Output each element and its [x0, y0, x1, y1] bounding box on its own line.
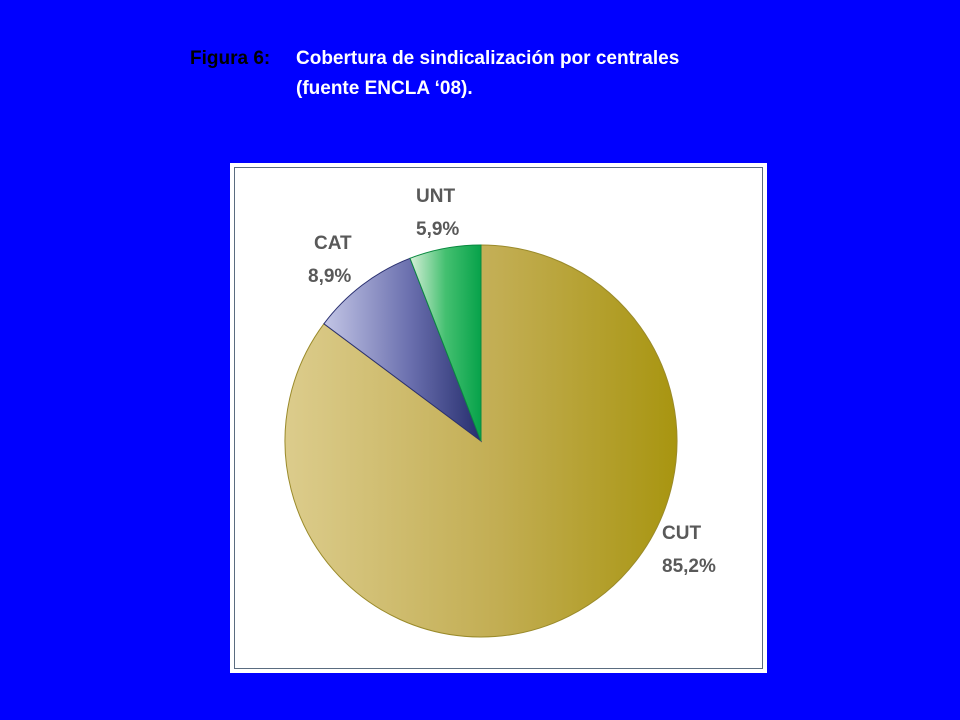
title-line-2: (fuente ENCLA ‘08).	[296, 78, 473, 99]
figure-label: Figura 6:	[190, 48, 271, 69]
slice-label-cat: CAT	[314, 233, 352, 254]
chart-border	[234, 167, 763, 669]
slice-value-cat: 8,9%	[308, 266, 351, 287]
title-line-1: Cobertura de sindicalización por central…	[296, 48, 680, 69]
figure-title: Figura 6: Cobertura de sindicalización p…	[190, 44, 890, 104]
pie-chart: CUT 85,2% CAT 8,9% UNT 5,9%	[284, 186, 716, 638]
chart-frame: CUT 85,2% CAT 8,9% UNT 5,9%	[230, 163, 767, 673]
slice-label-cut: CUT	[662, 523, 701, 544]
slice-label-unt: UNT	[416, 186, 455, 207]
slice-value-unt: 5,9%	[416, 219, 459, 240]
pie-slice-unt	[409, 244, 482, 442]
slice-value-cut: 85,2%	[662, 556, 716, 577]
pie-slice-cat	[323, 257, 483, 443]
